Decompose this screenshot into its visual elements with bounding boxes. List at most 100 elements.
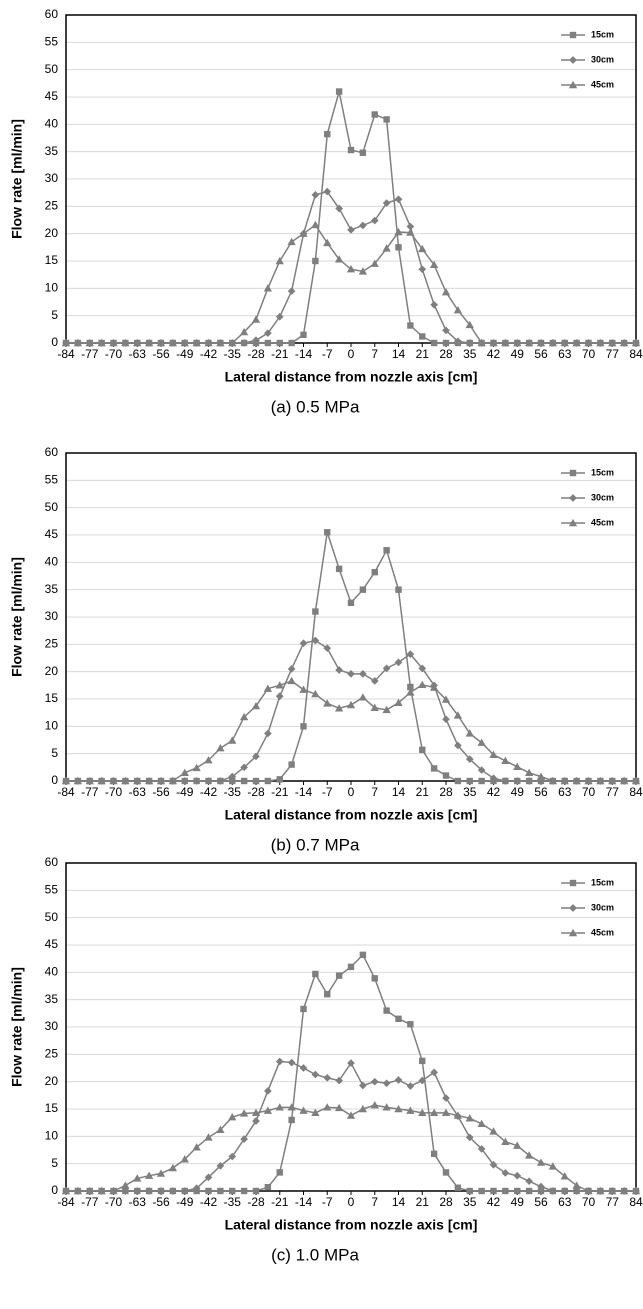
x-tick-label: -7: [322, 1195, 333, 1209]
caption: (a) 0.5 MPa: [271, 397, 360, 416]
marker: [264, 339, 272, 347]
marker: [394, 698, 403, 707]
marker: [335, 88, 343, 95]
marker: [216, 338, 225, 347]
marker: [631, 776, 641, 785]
marker: [275, 256, 284, 265]
marker: [275, 312, 284, 321]
x-tick-label: -84: [57, 347, 75, 361]
marker: [560, 338, 569, 347]
marker: [144, 776, 154, 785]
legend-label: 30cm: [591, 54, 614, 64]
y-tick-label: 10: [45, 719, 59, 733]
marker: [312, 970, 319, 978]
marker: [347, 963, 355, 971]
marker: [228, 1113, 237, 1121]
marker: [478, 777, 485, 785]
marker: [145, 1187, 153, 1195]
marker: [311, 689, 320, 698]
marker: [454, 337, 462, 346]
marker: [536, 772, 546, 780]
marker: [85, 1186, 94, 1195]
marker: [407, 322, 414, 329]
y-tick-label: 15: [45, 1101, 59, 1115]
marker: [97, 1186, 106, 1195]
marker: [631, 338, 641, 347]
marker: [548, 776, 558, 785]
x-tick-label: -63: [129, 1195, 147, 1209]
x-tick-label: -70: [105, 1195, 123, 1209]
marker: [359, 951, 367, 959]
x-tick-label: -7: [322, 785, 333, 799]
y-tick-label: 5: [51, 746, 58, 760]
y-tick-label: 60: [45, 445, 59, 459]
x-tick-label: -14: [295, 1195, 313, 1209]
marker: [192, 763, 201, 772]
y-tick-label: 60: [45, 855, 59, 869]
x-tick-label: -49: [176, 785, 194, 799]
marker: [430, 339, 438, 347]
marker: [192, 338, 201, 347]
x-tick-label: 84: [629, 785, 643, 799]
legend-label: 45cm: [591, 517, 614, 527]
marker: [347, 599, 355, 606]
caption: (c) 1.0 MPa: [271, 1245, 359, 1264]
marker: [264, 777, 272, 785]
marker: [276, 776, 283, 783]
y-tick-label: 55: [45, 473, 59, 487]
x-axis-label: Lateral distance from nozzle axis [cm]: [225, 1217, 478, 1233]
marker: [418, 664, 427, 673]
marker: [240, 777, 248, 785]
x-tick-label: -63: [129, 785, 147, 799]
marker: [275, 692, 284, 701]
marker: [465, 1133, 474, 1142]
marker: [370, 677, 379, 685]
y-tick-label: 0: [51, 335, 58, 349]
marker: [442, 772, 450, 779]
y-tick-label: 15: [45, 253, 59, 267]
marker: [584, 776, 593, 785]
marker: [216, 777, 225, 785]
marker: [430, 1150, 438, 1158]
marker: [133, 338, 142, 347]
series-line: [66, 91, 636, 344]
x-tick-label: -21: [271, 347, 289, 361]
marker: [287, 676, 296, 685]
y-tick-label: 35: [45, 992, 59, 1006]
marker: [324, 529, 331, 536]
marker: [217, 1187, 224, 1195]
marker: [501, 756, 510, 764]
series-line: [66, 680, 636, 782]
marker: [382, 1103, 391, 1111]
marker: [502, 1187, 509, 1195]
y-tick-label: 5: [51, 1156, 58, 1170]
marker: [323, 1074, 332, 1082]
marker: [276, 339, 283, 347]
marker: [406, 222, 415, 231]
marker: [569, 904, 577, 912]
y-tick-label: 35: [45, 582, 59, 596]
marker: [568, 80, 578, 89]
x-tick-label: 42: [487, 1195, 501, 1209]
x-tick-label: 84: [629, 347, 643, 361]
x-tick-label: 70: [582, 785, 596, 799]
x-tick-label: 42: [487, 785, 501, 799]
x-tick-label: 63: [558, 1195, 572, 1209]
marker: [204, 1173, 213, 1182]
marker: [465, 755, 474, 763]
marker: [383, 1007, 390, 1014]
x-tick-label: 21: [416, 785, 430, 799]
marker: [300, 723, 307, 730]
marker: [608, 776, 617, 785]
marker: [596, 338, 605, 347]
marker: [264, 1087, 272, 1095]
marker: [569, 879, 577, 887]
x-tick-label: 42: [487, 347, 501, 361]
x-tick-label: 56: [534, 347, 548, 361]
marker: [441, 695, 451, 703]
y-tick-label: 25: [45, 1047, 59, 1061]
marker: [548, 338, 558, 347]
y-tick-label: 60: [45, 7, 59, 21]
marker: [276, 1169, 283, 1176]
